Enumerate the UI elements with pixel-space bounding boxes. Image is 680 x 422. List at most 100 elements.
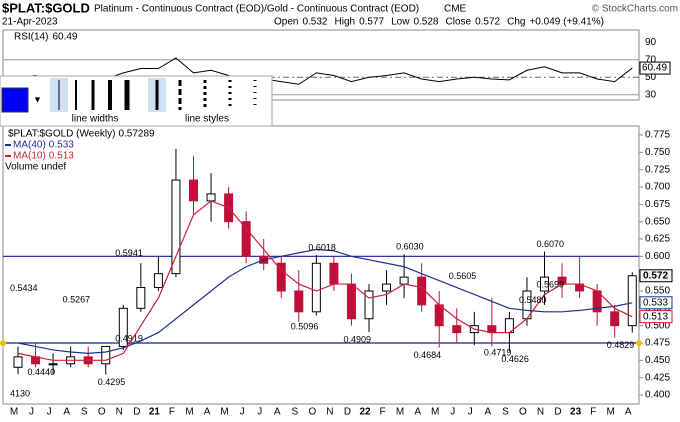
rsi-last: 60.49 <box>52 32 77 43</box>
x-tick-label: D <box>554 407 561 418</box>
x-tick-label: A <box>414 407 421 418</box>
x-tick-label: N <box>326 407 333 418</box>
y-tick-label: 0.750 <box>645 147 670 158</box>
y-tick-label: 0.600 <box>645 251 670 262</box>
candle-body <box>329 262 339 285</box>
candle-body <box>382 283 392 292</box>
legend-name: MA(10) <box>13 151 46 162</box>
candle-body <box>434 304 444 327</box>
legend-value: 0.533 <box>49 140 74 151</box>
y-tick-label: 0.700 <box>645 182 670 193</box>
price-annotation: 0.4684 <box>414 350 442 360</box>
rsi-panel <box>2 29 640 101</box>
price-annotation: 0.4440 <box>28 367 56 377</box>
plot: 0.4000.4250.4500.4750.5000.5250.5500.575… <box>0 32 673 418</box>
quote-label: High <box>335 17 356 28</box>
rsi-line <box>17 57 633 85</box>
date: 21-Apr-2023 <box>2 17 58 28</box>
rsi-tick-label: 90 <box>645 37 657 48</box>
symbol: $PLAT:$GOLD <box>2 0 90 15</box>
legend-title: $PLAT:$GOLD (Weekly) <box>8 129 115 140</box>
candle-body <box>13 356 23 368</box>
y-tick-label: 0.475 <box>645 338 670 349</box>
price-annotation: 0.5699 <box>537 280 565 290</box>
styles-label: line styles <box>185 114 229 125</box>
marker-dot <box>636 339 642 346</box>
candle-body <box>399 276 409 285</box>
x-tick-label: J <box>450 407 455 418</box>
x-tick-label: F <box>379 407 385 418</box>
candle-body <box>189 179 198 202</box>
rsi-last-label: 60.49 <box>642 63 667 74</box>
color-swatch[interactable] <box>1 87 29 113</box>
x-tick-label: A <box>625 407 632 418</box>
y-tick-label: 0.725 <box>645 164 670 175</box>
last-value-box <box>639 310 673 324</box>
last-value-box <box>639 269 673 283</box>
x-tick-label: A <box>63 407 70 418</box>
y-tick-label: 0.500 <box>645 320 670 331</box>
price-annotation: 0.5096 <box>291 321 319 331</box>
quote: Open 0.532 High 0.577 Low 0.528 Close 0.572 Chg +… <box>274 17 604 28</box>
candle-body <box>171 179 181 275</box>
candle-body <box>153 273 163 289</box>
candle-body <box>101 345 111 365</box>
x-tick-label: S <box>502 407 509 418</box>
x-tick-label: F <box>169 407 175 418</box>
price-annotation: 0.5605 <box>449 271 477 281</box>
price-annotation: 0.4295 <box>98 377 126 387</box>
x-tick-label: O <box>519 407 527 418</box>
x-tick-label: J <box>468 407 473 418</box>
quote-value: 0.528 <box>413 17 438 28</box>
x-tick-label: M <box>607 407 615 418</box>
price-annotation: 0.6070 <box>537 239 565 249</box>
last-value-label: 0.572 <box>643 270 668 281</box>
quote-label: Close <box>446 17 472 28</box>
x-tick-label: M <box>10 407 18 418</box>
y-tick-label: 0.625 <box>645 234 670 245</box>
dropdown-arrow[interactable]: ▼ <box>33 94 42 104</box>
x-tick-label: M <box>185 407 193 418</box>
last-value-box <box>639 296 673 310</box>
x-tick-label: N <box>537 407 544 418</box>
price-annotation: 0.5434 <box>10 283 38 293</box>
y-tick-label: 0.650 <box>645 216 670 227</box>
quote-label: Open <box>274 17 298 28</box>
quote-value: 0.577 <box>359 17 384 28</box>
x-tick-label: A <box>485 407 492 418</box>
price-annotation: 0.5267 <box>63 295 91 305</box>
toolbar[interactable]: ▼ line widths line styles <box>0 75 273 127</box>
legend-last: 0.57289 <box>118 129 155 140</box>
x-tick-label: J <box>47 407 52 418</box>
candle-body <box>627 275 637 327</box>
x-tick-label: S <box>291 407 298 418</box>
candle-body <box>540 276 549 292</box>
candle-body <box>311 262 321 313</box>
ma-line <box>17 248 633 354</box>
rsi-last-box <box>639 61 671 75</box>
x-tick-label: J <box>240 407 245 418</box>
price-annotation: 0.4829 <box>607 340 635 350</box>
candle-body <box>118 307 128 347</box>
x-tick-label: 22 <box>359 407 371 418</box>
x-tick-label: A <box>204 407 211 418</box>
y-tick-label: 0.425 <box>645 372 670 383</box>
candle-body <box>364 290 374 320</box>
y-tick-label: 0.775 <box>645 130 670 141</box>
x-tick-label: N <box>116 407 123 418</box>
candle-body <box>206 193 216 202</box>
x-tick-label: 21 <box>149 407 161 418</box>
exchange: CME <box>444 4 467 15</box>
ma-line <box>17 200 633 361</box>
price-annotation: 0.5941 <box>115 248 143 258</box>
quote-value: 0.572 <box>475 17 500 28</box>
price-annotation: 0.6030 <box>396 242 424 252</box>
y-tick-label: 0.450 <box>645 355 670 366</box>
copyright: © StockCharts.com <box>592 4 678 15</box>
legend-volume: Volume undef <box>5 162 66 173</box>
quote-value: 0.532 <box>302 17 327 28</box>
description: Platinum - Continuous Contract (EOD)/Gol… <box>94 4 419 15</box>
x-tick-label: O <box>98 407 106 418</box>
